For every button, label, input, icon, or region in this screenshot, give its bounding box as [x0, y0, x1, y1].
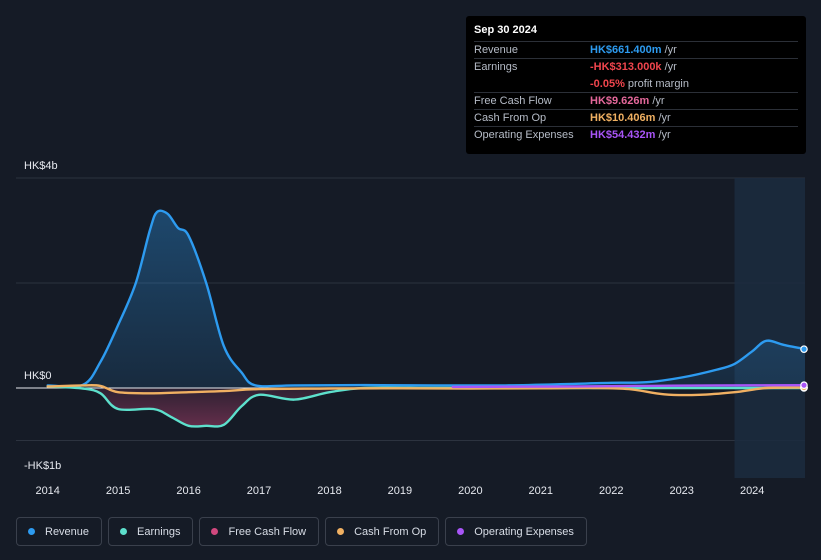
x-tick-2023: 2023: [669, 485, 694, 497]
x-tick-2020: 2020: [458, 485, 483, 497]
line-operating-expenses: [451, 384, 807, 389]
tooltip-row-value: HK$9.626m: [590, 95, 650, 107]
tooltip-row-unit: /yr: [664, 61, 677, 73]
chart-end-markers: [800, 345, 808, 392]
legend-dot-icon: [211, 528, 219, 535]
chart-series-lines: [46, 209, 807, 428]
tooltip-date: Sep 30 2024: [474, 24, 537, 36]
y-label-top: HK$4b: [24, 160, 58, 172]
tooltip-row: Operating Expenses HK$54.432m/yr: [474, 126, 798, 143]
x-tick-2016: 2016: [176, 485, 201, 497]
tooltip-row: Revenue HK$661.400m/yr: [474, 41, 798, 58]
tooltip-row-unit: /yr: [658, 112, 671, 124]
x-tick-2022: 2022: [599, 485, 624, 497]
x-tick-2014: 2014: [35, 485, 60, 497]
tooltip-row-value: HK$54.432m: [590, 129, 656, 141]
tooltip-row-unit: /yr: [652, 95, 665, 107]
x-tick-2018: 2018: [317, 485, 342, 497]
legend-operating-expenses-button[interactable]: Operating Expenses: [445, 517, 587, 546]
x-tick-2017: 2017: [246, 485, 272, 497]
legend-revenue-button[interactable]: Revenue: [16, 517, 103, 546]
tooltip-row-value: -HK$313.000k: [590, 61, 662, 73]
tooltip-row: Free Cash Flow HK$9.626m/yr: [474, 92, 798, 109]
data-tooltip: Sep 30 2024 Revenue HK$661.400m/yr Earning…: [466, 16, 806, 154]
x-tick-2021: 2021: [528, 485, 554, 497]
tooltip-row-label: Cash From Op: [474, 112, 547, 124]
legend-dot-icon: [337, 528, 345, 535]
legend-label: Free Cash Flow: [228, 525, 307, 538]
tooltip-row-value: HK$10.406m: [590, 112, 656, 124]
legend-dot-icon: [120, 528, 128, 535]
chart-area-fills: [47, 210, 805, 427]
line-cash-from-op: [46, 384, 807, 397]
tooltip-row-label: Earnings: [474, 61, 518, 73]
legend-cash-from-op-button[interactable]: Cash From Op: [325, 517, 440, 546]
y-label-zero: HK$0: [24, 370, 52, 382]
legend-label: Operating Expenses: [474, 525, 574, 538]
tooltip-row-value: -0.05%: [590, 77, 625, 90]
line-revenue: [46, 209, 807, 388]
tooltip-row-unit: /yr: [658, 129, 671, 141]
chart-legend: Revenue Earnings Free Cash Flow Cash From O…: [16, 517, 587, 546]
tooltip-row: Earnings -HK$313.000k/yr: [474, 58, 798, 75]
legend-free-cash-flow-button[interactable]: Free Cash Flow: [199, 517, 320, 546]
tooltip-row: Cash From Op HK$10.406m/yr: [474, 109, 798, 126]
legend-earnings-button[interactable]: Earnings: [108, 517, 194, 546]
legend-label: Cash From Op: [354, 525, 427, 538]
x-tick-2015: 2015: [105, 485, 131, 497]
tooltip-row-label: Free Cash Flow: [474, 95, 552, 107]
y-label-bottom: -HK$1b: [24, 460, 62, 472]
tooltip-row-unit: profit margin: [627, 77, 689, 90]
marker-operating-expenses: [800, 381, 808, 389]
legend-dot-icon: [457, 528, 465, 535]
x-tick-2024: 2024: [739, 485, 765, 497]
tooltip-row-value: HK$661.400m: [590, 44, 662, 56]
marker-revenue: [800, 345, 808, 353]
legend-label: Earnings: [137, 525, 181, 538]
area-revenue: [47, 210, 805, 388]
tooltip-row-label: Revenue: [474, 44, 519, 56]
tooltip-row-unit: /yr: [664, 44, 677, 56]
forecast-highlight-band: [734, 178, 805, 478]
legend-dot-icon: [28, 528, 35, 535]
tooltip-row: -0.05% profit margin: [474, 75, 798, 92]
area-earnings: [47, 386, 805, 427]
x-tick-2019: 2019: [387, 485, 413, 497]
tooltip-row-label: Operating Expenses: [474, 129, 574, 141]
legend-label: Revenue: [45, 525, 90, 538]
chart-area: [16, 177, 808, 478]
